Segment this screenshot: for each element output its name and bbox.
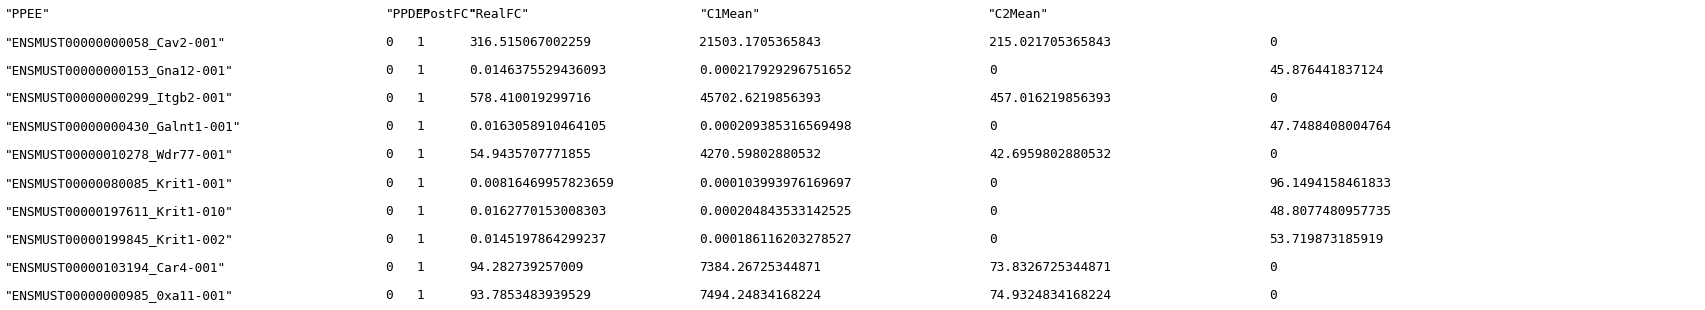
Text: 0.0146375529436093: 0.0146375529436093 [469, 64, 605, 77]
Text: "PPDE": "PPDE" [385, 7, 431, 20]
Text: "PPEE": "PPEE" [5, 7, 51, 20]
Text: 1: 1 [416, 148, 423, 162]
Text: "RealFC": "RealFC" [469, 7, 530, 20]
Text: "ENSMUST00000000153_Gna12-001": "ENSMUST00000000153_Gna12-001" [5, 64, 234, 77]
Text: "ENSMUST00000000985_0xa11-001": "ENSMUST00000000985_0xa11-001" [5, 290, 234, 303]
Text: 0: 0 [989, 177, 996, 190]
Text: 1: 1 [416, 177, 423, 190]
Text: 53.719873185919: 53.719873185919 [1269, 233, 1383, 246]
Text: 0: 0 [989, 205, 996, 218]
Text: 45702.6219856393: 45702.6219856393 [699, 92, 822, 105]
Text: 0: 0 [385, 92, 392, 105]
Text: 457.016219856393: 457.016219856393 [989, 92, 1112, 105]
Text: 1: 1 [416, 36, 423, 49]
Text: 0: 0 [989, 64, 996, 77]
Text: 54.9435707771855: 54.9435707771855 [469, 148, 592, 162]
Text: "ENSMUST00000000058_Cav2-001": "ENSMUST00000000058_Cav2-001" [5, 36, 227, 49]
Text: 0.0162770153008303: 0.0162770153008303 [469, 205, 605, 218]
Text: 1: 1 [416, 92, 423, 105]
Text: 0: 0 [1269, 148, 1275, 162]
Text: 0.000209385316569498: 0.000209385316569498 [699, 120, 851, 133]
Text: 0.000186116203278527: 0.000186116203278527 [699, 233, 851, 246]
Text: 48.8077480957735: 48.8077480957735 [1269, 205, 1391, 218]
Text: "C1Mean": "C1Mean" [699, 7, 760, 20]
Text: 0: 0 [385, 177, 392, 190]
Text: 0.0145197864299237: 0.0145197864299237 [469, 233, 605, 246]
Text: 73.8326725344871: 73.8326725344871 [989, 261, 1112, 274]
Text: "PostFC": "PostFC" [416, 7, 477, 20]
Text: 0: 0 [1269, 36, 1275, 49]
Text: 0: 0 [385, 120, 392, 133]
Text: "ENSMUST00000197611_Krit1-010": "ENSMUST00000197611_Krit1-010" [5, 205, 234, 218]
Text: 45.876441837124: 45.876441837124 [1269, 64, 1383, 77]
Text: 578.410019299716: 578.410019299716 [469, 92, 592, 105]
Text: 0: 0 [385, 148, 392, 162]
Text: 0: 0 [385, 36, 392, 49]
Text: 316.515067002259: 316.515067002259 [469, 36, 592, 49]
Text: 1: 1 [416, 205, 423, 218]
Text: 74.9324834168224: 74.9324834168224 [989, 290, 1112, 303]
Text: "ENSMUST00000103194_Car4-001": "ENSMUST00000103194_Car4-001" [5, 261, 227, 274]
Text: 0: 0 [385, 261, 392, 274]
Text: 7494.24834168224: 7494.24834168224 [699, 290, 822, 303]
Text: 0: 0 [1269, 290, 1275, 303]
Text: 0: 0 [1269, 261, 1275, 274]
Text: 0: 0 [385, 290, 392, 303]
Text: "ENSMUST00000000299_Itgb2-001": "ENSMUST00000000299_Itgb2-001" [5, 92, 234, 105]
Text: 1: 1 [416, 290, 423, 303]
Text: 96.1494158461833: 96.1494158461833 [1269, 177, 1391, 190]
Text: "C2Mean": "C2Mean" [987, 7, 1049, 20]
Text: 93.7853483939529: 93.7853483939529 [469, 290, 592, 303]
Text: 0.00816469957823659: 0.00816469957823659 [469, 177, 614, 190]
Text: 0.000103993976169697: 0.000103993976169697 [699, 177, 851, 190]
Text: "ENSMUST00000080085_Krit1-001": "ENSMUST00000080085_Krit1-001" [5, 177, 234, 190]
Text: "ENSMUST00000199845_Krit1-002": "ENSMUST00000199845_Krit1-002" [5, 233, 234, 246]
Text: 0.000217929296751652: 0.000217929296751652 [699, 64, 851, 77]
Text: 1: 1 [416, 233, 423, 246]
Text: 42.6959802880532: 42.6959802880532 [989, 148, 1112, 162]
Text: 47.7488408004764: 47.7488408004764 [1269, 120, 1391, 133]
Text: 0: 0 [385, 233, 392, 246]
Text: 215.021705365843: 215.021705365843 [989, 36, 1112, 49]
Text: 0.0163058910464105: 0.0163058910464105 [469, 120, 605, 133]
Text: 7384.26725344871: 7384.26725344871 [699, 261, 822, 274]
Text: 0: 0 [1269, 92, 1275, 105]
Text: 0: 0 [385, 205, 392, 218]
Text: 0: 0 [989, 120, 996, 133]
Text: 0: 0 [385, 64, 392, 77]
Text: 0: 0 [989, 233, 996, 246]
Text: 21503.1705365843: 21503.1705365843 [699, 36, 822, 49]
Text: 1: 1 [416, 120, 423, 133]
Text: 1: 1 [416, 261, 423, 274]
Text: 94.282739257009: 94.282739257009 [469, 261, 583, 274]
Text: 0.000204843533142525: 0.000204843533142525 [699, 205, 851, 218]
Text: 1: 1 [416, 64, 423, 77]
Text: 4270.59802880532: 4270.59802880532 [699, 148, 822, 162]
Text: "ENSMUST00000010278_Wdr77-001": "ENSMUST00000010278_Wdr77-001" [5, 148, 234, 162]
Text: "ENSMUST00000000430_Galnt1-001": "ENSMUST00000000430_Galnt1-001" [5, 120, 242, 133]
